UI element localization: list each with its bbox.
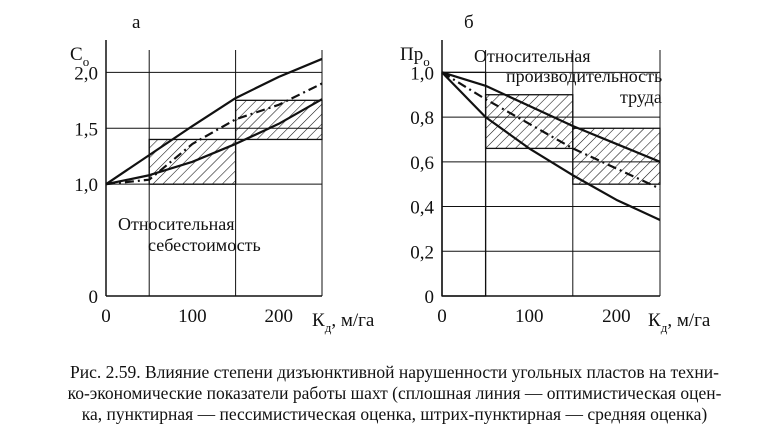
- chart-panel-a: а Cо Кд, м/га 0 100 200 0 1,0 1,5 2,0 Относите…: [70, 12, 375, 335]
- b-x-tick-label: 100: [515, 306, 544, 327]
- b-y-tick-label: 0,6: [410, 153, 434, 174]
- a-series-line-solid: [105, 57, 323, 186]
- panel-b-annotation-line-1: Относительная: [474, 46, 591, 66]
- a-y-tick-label: 0: [89, 287, 99, 308]
- a-y-tick-label: 1,5: [74, 119, 98, 140]
- panel-a-ylabel: Cо: [70, 44, 89, 69]
- figure: а Cо Кд, м/га 0 100 200 0 1,0 1,5 2,0 Относите…: [70, 12, 711, 335]
- b-y-tick-label: 1,0: [410, 63, 434, 84]
- b-y-tick-label: 0,4: [410, 198, 434, 219]
- panel-a-xlabel: Кд, м/га: [312, 310, 375, 335]
- panel-a-annotation-line-2: себестоимость: [148, 235, 261, 255]
- panel-a-annotation-line-1: Относительная: [118, 214, 235, 234]
- b-y-tick-label: 0,8: [410, 108, 434, 129]
- b-series-line-dashdot: [441, 71, 661, 190]
- b-x-tick-label: 0: [437, 306, 447, 327]
- panel-b-ylabel: Про: [400, 44, 430, 69]
- b-x-tick-label: 200: [602, 306, 631, 327]
- panel-b-annotation-line-2: производительность: [506, 66, 662, 86]
- panel-b-xlabel: Кд, м/га: [648, 310, 711, 335]
- b-series-line-solid: [441, 71, 661, 163]
- caption-line: ко-экономические показатели работы шахт …: [67, 383, 722, 403]
- a-series-line-solid: [105, 98, 323, 186]
- panel-b-label: б: [464, 12, 474, 33]
- figure-caption: Рис. 2.59. Влияние степени дизъюнктивной…: [22, 362, 767, 425]
- b-y-tick-label: 0: [425, 287, 435, 308]
- a-x-tick-label: 0: [101, 306, 111, 327]
- panel-a-label: а: [132, 12, 141, 33]
- b-interval-box: [441, 71, 487, 297]
- a-x-tick-label: 100: [178, 306, 207, 327]
- b-series-line-solid: [441, 71, 661, 221]
- b-y-tick-label: 0,2: [410, 242, 434, 263]
- caption-line: ка, пунктирная — пессимистическая оценка…: [81, 404, 708, 424]
- a-y-tick-label: 1,0: [74, 175, 98, 196]
- chart-panel-b: б Про Кд, м/га 0 100 200 0 0,2 0,4 0,6 0,8 1,0 О…: [400, 12, 711, 335]
- a-y-tick-label: 2,0: [74, 63, 98, 84]
- panel-b-annotation-line-3: труда: [620, 87, 662, 107]
- caption-line: Рис. 2.59. Влияние степени дизъюнктивной…: [69, 362, 719, 382]
- a-x-tick-label: 200: [265, 306, 294, 327]
